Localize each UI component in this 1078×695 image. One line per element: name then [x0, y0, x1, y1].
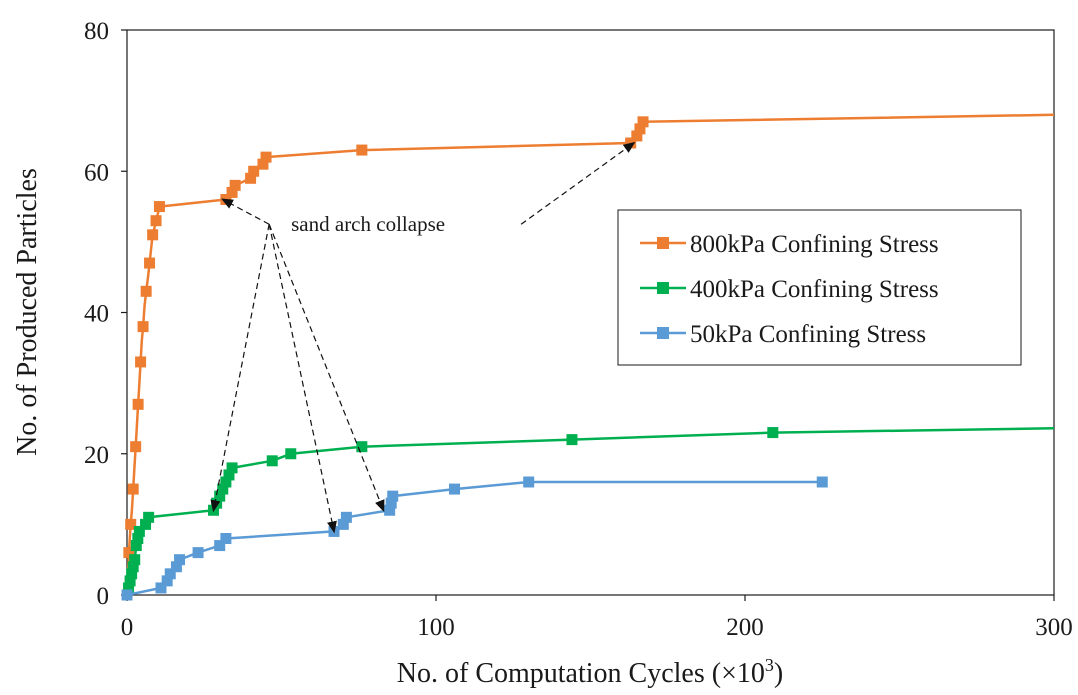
data-point-400kpa [143, 511, 155, 523]
data-point-400kpa [266, 455, 278, 467]
data-point-800kpa [248, 165, 260, 177]
data-point-800kpa [137, 321, 149, 333]
data-point-400kpa [133, 525, 145, 537]
series-line-400kpa [125, 427, 1055, 596]
data-point-800kpa [150, 215, 162, 227]
data-point-50kpa [220, 533, 232, 544]
data-point-800kpa [130, 441, 142, 453]
data-point-400kpa [127, 561, 139, 573]
data-point-50kpa [387, 490, 399, 502]
data-point-400kpa [124, 575, 136, 587]
legend-item-400kpa: 400kPa Confining Stress [640, 276, 939, 303]
data-point-800kpa [144, 257, 156, 269]
y-tick-label: 0 [97, 583, 110, 610]
legend-label-400kpa: 400kPa Confining Stress [690, 276, 939, 303]
annotation-layer: sand arch collapse [210, 141, 636, 534]
data-point-50kpa [816, 476, 828, 488]
series-800kpa [121, 113, 1055, 601]
y-tick-label: 80 [84, 18, 109, 45]
legend-marker-800kpa [657, 237, 669, 249]
data-point-50kpa [174, 554, 186, 566]
data-point-50kpa [164, 568, 176, 580]
data-point-50kpa [337, 518, 349, 530]
data-point-50kpa [170, 561, 182, 573]
data-point-50kpa [449, 483, 461, 495]
data-point-50kpa [121, 589, 133, 601]
data-point-50kpa [384, 504, 396, 516]
legend-label-50kpa: 50kPa Confining Stress [690, 321, 926, 348]
data-point-400kpa [140, 518, 152, 530]
data-point-400kpa [214, 490, 226, 502]
x-axis-title-main: No. of Computation Cycles (×10 [397, 658, 765, 689]
data-point-50kpa [385, 497, 397, 509]
data-point-800kpa [123, 547, 135, 559]
y-tick-label: 40 [84, 301, 109, 328]
data-point-800kpa [245, 172, 257, 184]
annotation-label: sand arch collapse [291, 212, 445, 236]
annotation-arrow [520, 141, 636, 225]
data-point-400kpa [126, 568, 138, 580]
data-point-800kpa [147, 229, 159, 241]
data-point-400kpa [132, 533, 144, 544]
series-50kpa [121, 476, 828, 601]
data-point-800kpa [257, 158, 269, 170]
data-point-400kpa [566, 434, 578, 446]
legend-item-50kpa: 50kPa Confining Stress [640, 321, 926, 348]
annotation-arrow [268, 224, 337, 534]
x-tick-label: 0 [121, 614, 134, 641]
data-point-400kpa [223, 469, 235, 481]
data-point-800kpa [140, 285, 152, 297]
data-point-800kpa [631, 130, 643, 142]
data-point-50kpa [340, 511, 352, 523]
data-point-50kpa [214, 540, 226, 552]
data-point-400kpa [285, 448, 297, 460]
data-point-50kpa [192, 547, 204, 559]
data-point-800kpa [226, 186, 238, 198]
data-point-800kpa [229, 179, 241, 191]
legend-item-800kpa: 800kPa Confining Stress [640, 231, 939, 258]
data-point-400kpa [217, 483, 229, 495]
x-axis-title: No. of Computation Cycles (×103) [397, 655, 783, 689]
data-point-50kpa [161, 575, 173, 587]
y-tick-label: 60 [84, 159, 109, 186]
series-400kpa [121, 427, 1055, 601]
data-point-800kpa [260, 151, 272, 163]
y-tick-label: 20 [84, 442, 109, 469]
legend-label-800kpa: 800kPa Confining Stress [690, 231, 939, 258]
legend-marker-400kpa [657, 282, 669, 294]
data-point-800kpa [637, 116, 649, 128]
data-point-400kpa [130, 540, 142, 552]
data-point-800kpa [125, 518, 137, 530]
axes: 0 100 200 300 0 20 40 60 80 [84, 18, 1073, 641]
data-point-400kpa [226, 462, 238, 474]
data-point-400kpa [767, 427, 779, 439]
data-point-800kpa [127, 483, 139, 495]
data-point-400kpa [129, 554, 141, 566]
data-point-400kpa [356, 441, 368, 453]
data-point-50kpa [155, 582, 167, 594]
x-axis-title-superscript: 3 [765, 655, 774, 675]
data-point-400kpa [220, 476, 232, 488]
data-point-800kpa [132, 398, 144, 410]
annotation-arrow [210, 224, 270, 513]
y-axis-title: No. of Produced Particles [12, 168, 43, 456]
data-point-800kpa [634, 123, 646, 135]
x-tick-label: 300 [1035, 614, 1073, 641]
data-point-800kpa [356, 144, 368, 156]
data-point-800kpa [135, 356, 147, 368]
annotation-arrow [268, 223, 385, 513]
x-axis-title-end: ) [774, 658, 783, 689]
legend-marker-50kpa [657, 327, 669, 339]
data-point-400kpa [123, 582, 135, 594]
x-tick-label: 100 [417, 614, 455, 641]
data-point-800kpa [153, 201, 165, 213]
legend: 800kPa Confining Stress 400kPa Confining… [617, 209, 1022, 366]
x-tick-label: 200 [726, 614, 764, 641]
data-point-50kpa [523, 476, 535, 488]
annotation-arrow [221, 198, 270, 225]
